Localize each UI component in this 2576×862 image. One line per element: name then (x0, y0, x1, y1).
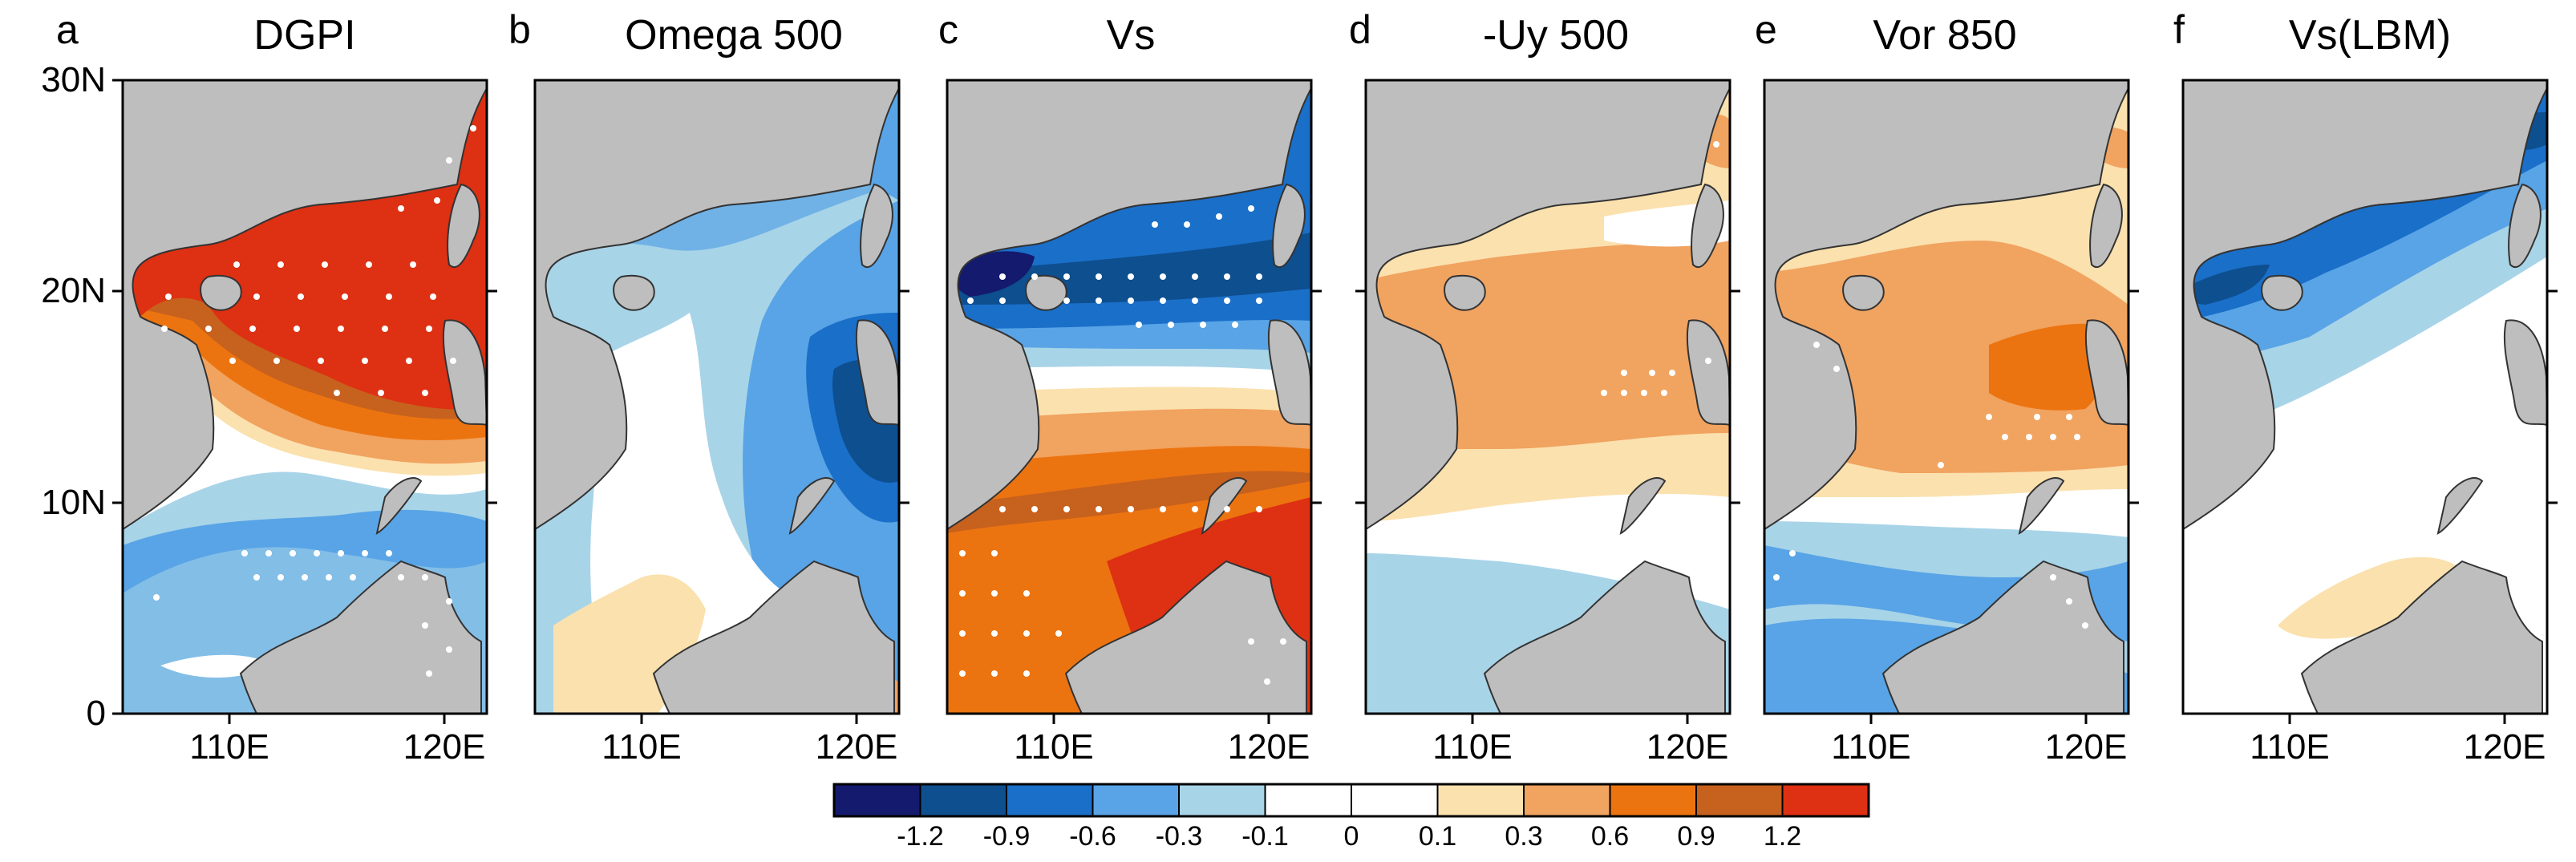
colorbar-swatch (833, 783, 921, 817)
lon-label-f-120e: 120E (2463, 727, 2546, 767)
colorbar (832, 783, 1870, 818)
panel-letter-d: d (1349, 7, 1371, 52)
panel-letter-b: b (508, 7, 531, 52)
lon-label-c-110e: 110E (1014, 727, 1094, 767)
colorbar-swatch (1264, 783, 1352, 817)
colorbar-swatch (1781, 783, 1869, 817)
colorbar-frame (832, 783, 1870, 818)
panel-letter-e: e (1755, 7, 1777, 52)
colorbar-swatch (1006, 783, 1094, 817)
colorbar-tick-label: 0.9 (1677, 821, 1715, 852)
panel-title-d: -Uy 500 (1482, 12, 1630, 59)
lat-label-20n: 20N (41, 271, 106, 310)
colorbar-tick-label: 0 (1343, 821, 1359, 852)
lon-label-b-110e: 110E (601, 727, 682, 767)
colorbar-tick-label: 0.3 (1505, 821, 1543, 852)
panel-letter-a: a (56, 7, 79, 52)
map-panel-d (1366, 80, 1730, 714)
colorbar-tick-label: 0.1 (1418, 821, 1457, 852)
map-panel-b (535, 80, 899, 714)
lon-label-b-120e: 120E (815, 727, 898, 767)
lon-label-d-120e: 120E (1646, 727, 1729, 767)
panel-title-b: Omega 500 (625, 12, 843, 59)
colorbar-swatch (1178, 783, 1266, 817)
panel-letter-f: f (2173, 7, 2185, 52)
colorbar-swatch (1609, 783, 1697, 817)
colorbar-tick-label: -0.3 (1155, 821, 1203, 852)
map-frame-f (2181, 79, 2549, 715)
map-frame-b (533, 79, 901, 715)
lon-label-e-110e: 110E (1831, 727, 1911, 767)
map-frame-e (1763, 79, 2130, 715)
lat-label-0: 0 (86, 694, 106, 733)
colorbar-swatch (1436, 783, 1525, 817)
lat-label-10n: 10N (41, 483, 106, 522)
colorbar-tick-label: 1.2 (1763, 821, 1802, 852)
tick-marks (112, 79, 2558, 724)
colorbar-tick-label: -0.1 (1241, 821, 1289, 852)
lon-label-c-120e: 120E (1227, 727, 1310, 767)
map-panel-f (2183, 80, 2547, 714)
map-panel-a (123, 80, 487, 714)
lon-label-d-110e: 110E (1432, 727, 1513, 767)
panel-title-e: Vor 850 (1873, 12, 2017, 59)
panel-title-c: Vs (1106, 12, 1156, 59)
colorbar-tick-label: -0.9 (982, 821, 1031, 852)
colorbar-swatch (1092, 783, 1180, 817)
lon-label-a-120e: 120E (403, 727, 486, 767)
panel-title-a: DGPI (253, 12, 356, 59)
lat-label-30n: 30N (41, 60, 106, 99)
colorbar-tick-label: -1.2 (897, 821, 944, 852)
lon-label-f-110e: 110E (2250, 727, 2330, 767)
map-frame-a (121, 79, 488, 715)
panel-title-f: Vs(LBM) (2288, 12, 2452, 59)
map-frame-d (1364, 79, 1732, 715)
lon-label-a-110e: 110E (189, 727, 269, 767)
colorbar-tick-label: 0.6 (1590, 821, 1630, 852)
lon-label-e-120e: 120E (2044, 727, 2128, 767)
map-panel-e (1764, 80, 2128, 714)
colorbar-swatch (1695, 783, 1784, 817)
map-panel-c (947, 80, 1311, 714)
colorbar-swatch (1523, 783, 1611, 817)
colorbar-swatch (919, 783, 1007, 817)
colorbar-tick-label: -0.6 (1069, 821, 1116, 852)
colorbar-swatch (1351, 783, 1439, 817)
panel-letter-c: c (938, 7, 958, 52)
map-frame-c (946, 79, 1313, 715)
